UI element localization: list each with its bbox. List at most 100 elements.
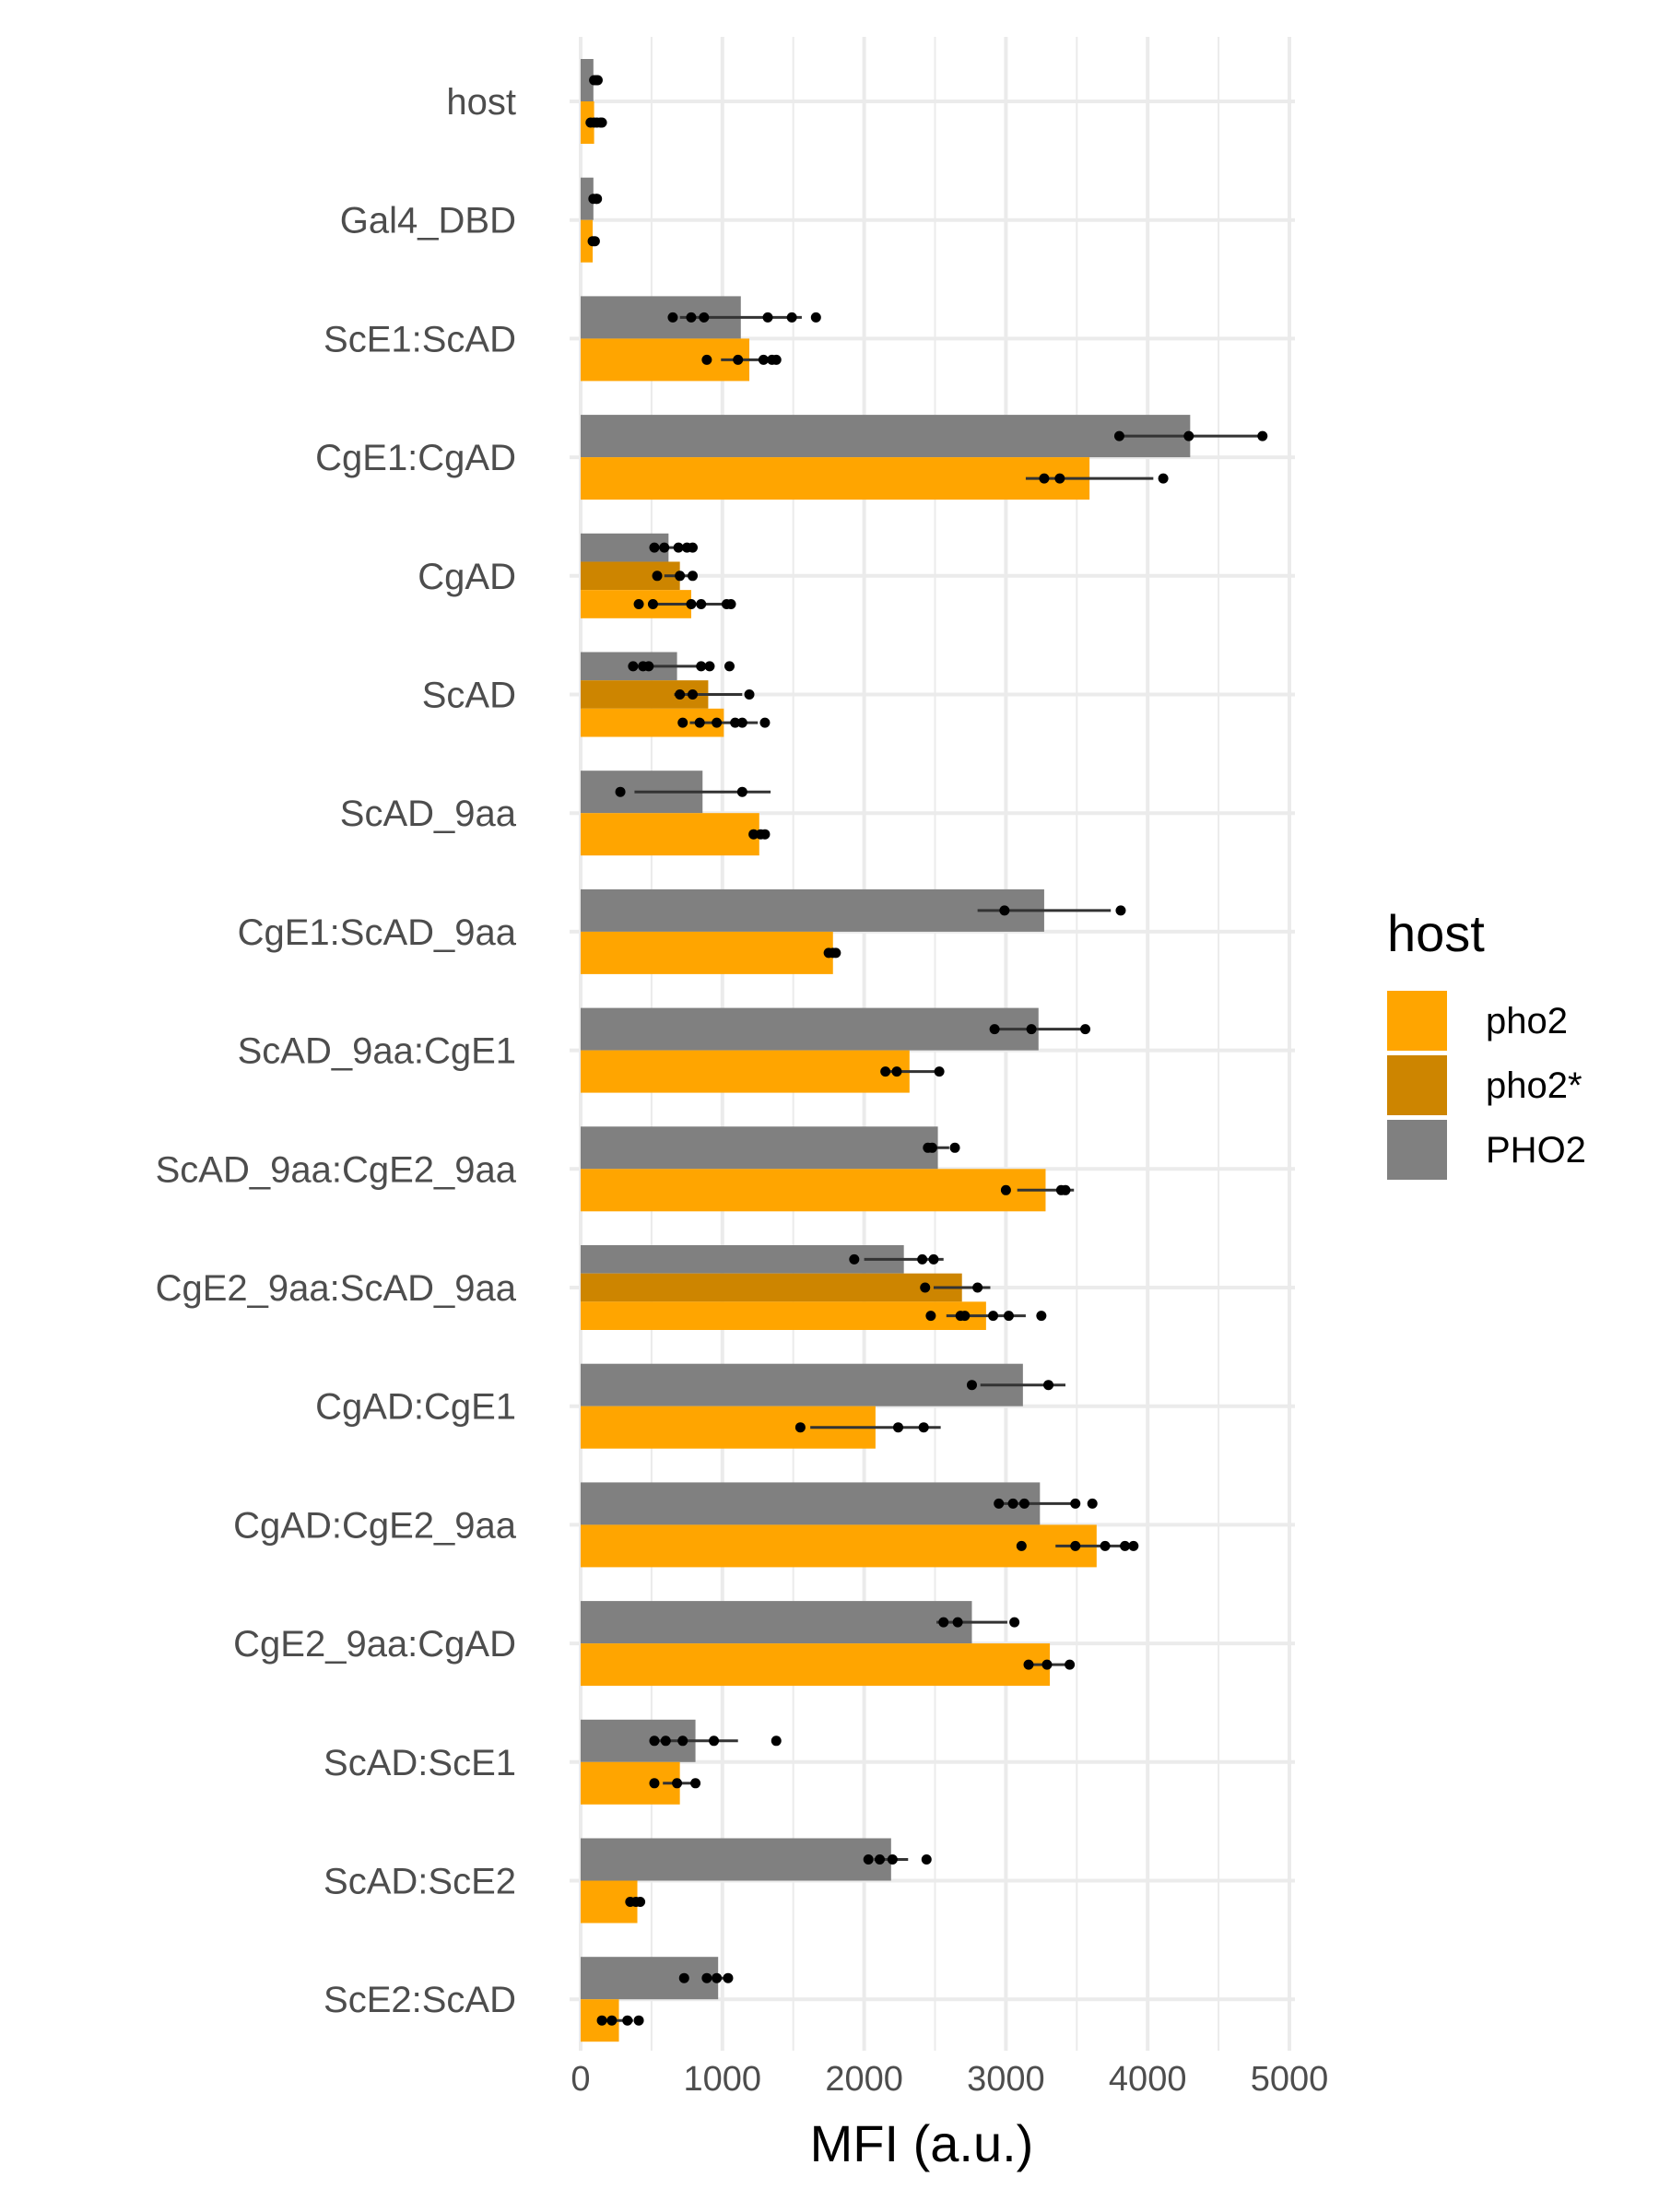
- bar-pho2: [581, 457, 1090, 500]
- data-point: [1016, 1540, 1027, 1551]
- data-point: [972, 1282, 983, 1293]
- legend-swatch-pho2: [1387, 991, 1447, 1051]
- data-point: [1070, 1540, 1081, 1551]
- data-point: [628, 661, 639, 672]
- data-point: [759, 717, 771, 728]
- legend-label: pho2*: [1486, 1065, 1583, 1106]
- data-point: [830, 947, 841, 959]
- bar-pho2: [581, 1169, 1046, 1212]
- data-point: [1080, 1024, 1091, 1035]
- data-point: [701, 354, 712, 365]
- data-point: [1183, 430, 1194, 441]
- data-point: [748, 829, 759, 840]
- data-point: [1023, 1659, 1034, 1670]
- category-label: ScE2:ScAD: [324, 1980, 516, 2020]
- data-point: [1000, 1184, 1011, 1195]
- data-point: [647, 598, 658, 609]
- data-point: [730, 717, 741, 728]
- data-point: [863, 1854, 874, 1865]
- bar-pho2s: [581, 1273, 962, 1302]
- category-label: ScAD_9aa:CgE1: [238, 1031, 516, 1072]
- data-point: [736, 786, 747, 797]
- data-point: [762, 312, 773, 323]
- legend-swatch-PHO2: [1387, 1120, 1447, 1180]
- bar-pho2: [581, 1301, 986, 1330]
- bar-PHO2: [581, 59, 594, 101]
- data-point: [688, 689, 699, 700]
- data-point: [1039, 473, 1050, 484]
- data-point: [934, 1066, 945, 1077]
- data-point: [999, 905, 1010, 916]
- data-point: [615, 786, 626, 797]
- data-point: [709, 1735, 720, 1747]
- data-point: [712, 1972, 723, 1983]
- category-labels: host Gal4_DBD ScE1:ScAD CgE1:CgAD CgAD ScAD Sc…: [156, 82, 517, 2020]
- data-point: [704, 661, 715, 672]
- category-label: CgAD:CgE2_9aa: [233, 1505, 517, 1546]
- bar-pho2: [581, 1643, 1051, 1687]
- data-point: [701, 1972, 712, 1983]
- category-label: CgAD:CgE1: [315, 1387, 516, 1428]
- data-point: [723, 1972, 734, 1983]
- data-point: [938, 1617, 949, 1628]
- data-point: [660, 1735, 671, 1747]
- data-point: [966, 1380, 977, 1391]
- data-point: [1100, 1540, 1111, 1551]
- data-point: [686, 598, 697, 609]
- bar-pho2: [581, 219, 594, 263]
- data-point: [917, 1253, 928, 1265]
- bar-PHO2: [581, 1126, 938, 1170]
- data-point: [678, 1972, 689, 1983]
- bar-PHO2: [581, 1957, 719, 2000]
- data-point: [880, 1066, 891, 1077]
- data-point: [989, 1024, 1000, 1035]
- category-label: CgE1:ScAD_9aa: [238, 912, 517, 953]
- data-point: [1128, 1540, 1139, 1551]
- x-tick-label: 1000: [684, 2060, 762, 2099]
- data-point: [1087, 1498, 1098, 1509]
- data-point: [1120, 1540, 1131, 1551]
- data-point: [994, 1498, 1005, 1509]
- data-point: [677, 717, 688, 728]
- bar-PHO2: [581, 415, 1191, 458]
- data-point: [810, 312, 821, 323]
- category-label: ScE1:ScAD: [324, 319, 516, 359]
- bar-pho2: [581, 1524, 1097, 1568]
- data-point: [696, 598, 707, 609]
- data-point: [1007, 1498, 1018, 1509]
- category-label: Gal4_DBD: [340, 201, 516, 241]
- data-point: [712, 717, 723, 728]
- data-point: [949, 1142, 960, 1153]
- data-point: [733, 354, 744, 365]
- data-point: [794, 1422, 806, 1433]
- x-tick-labels: 0 1000 2000 3000 4000 5000: [571, 2060, 1328, 2099]
- data-point: [677, 1735, 688, 1747]
- data-point: [744, 689, 755, 700]
- data-point: [1009, 1617, 1020, 1628]
- data-point: [926, 1142, 937, 1153]
- category-label: ScAD_9aa:CgE2_9aa: [156, 1149, 517, 1190]
- x-tick-label: 0: [571, 2060, 590, 2099]
- category-label: CgAD: [418, 557, 516, 597]
- bar-PHO2: [581, 1838, 891, 1881]
- category-label: host: [446, 82, 516, 123]
- data-point: [1113, 430, 1124, 441]
- data-point: [649, 1778, 660, 1789]
- data-point: [959, 1311, 971, 1322]
- data-point: [1003, 1311, 1014, 1322]
- data-point: [699, 312, 710, 323]
- x-tick-label: 3000: [967, 2060, 1045, 2099]
- data-point: [652, 571, 663, 582]
- data-point: [592, 75, 603, 86]
- data-point: [786, 312, 797, 323]
- legend-label: PHO2: [1486, 1130, 1586, 1171]
- data-point: [659, 542, 670, 553]
- data-point: [622, 2015, 633, 2026]
- bar-PHO2: [581, 1007, 1039, 1051]
- data-point: [758, 354, 769, 365]
- data-point: [759, 829, 771, 840]
- data-point: [1257, 430, 1268, 441]
- data-point: [988, 1311, 999, 1322]
- data-point: [925, 1311, 936, 1322]
